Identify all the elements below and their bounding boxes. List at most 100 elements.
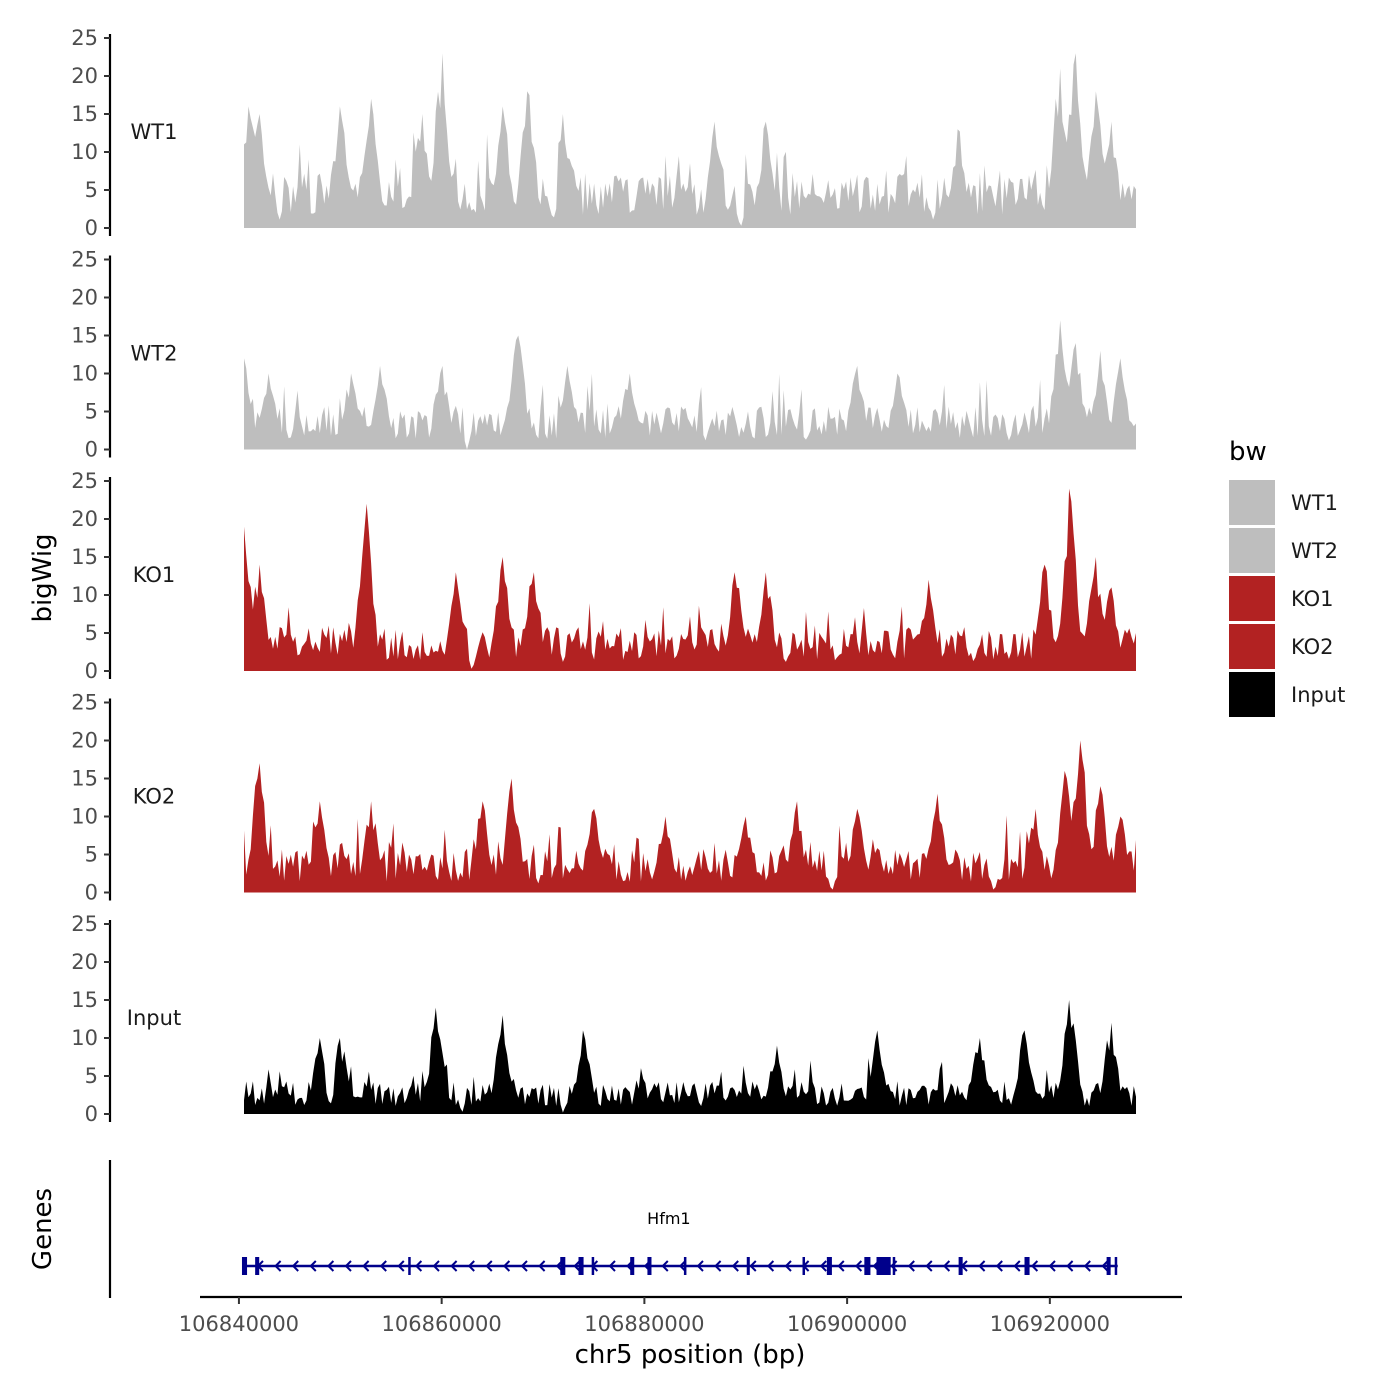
track-label-input: Input	[127, 1006, 181, 1030]
strand-arrow	[608, 1260, 616, 1272]
strand-arrow	[854, 1260, 863, 1272]
gene-exon	[892, 1257, 896, 1275]
legend-key-wt2	[1229, 528, 1275, 573]
y-tick-label: 10	[71, 805, 98, 829]
track-label-wt1: WT1	[131, 120, 178, 144]
x-tick-label: 106920000	[990, 1312, 1110, 1336]
track-ko1: 0 5 10 15 20 25 KO1	[71, 469, 1136, 683]
strand-arrow	[766, 1260, 775, 1272]
strand-arrow	[432, 1260, 440, 1272]
signal-area-input	[244, 1000, 1136, 1114]
y-tick-label: 5	[85, 843, 98, 867]
y-tick-label: 25	[71, 469, 98, 493]
y-tick-label: 5	[85, 178, 98, 202]
x-tick-label: 106900000	[787, 1312, 907, 1336]
y-tick-label: 15	[71, 324, 98, 348]
y-tick-label: 20	[71, 64, 98, 88]
strand-arrow	[731, 1260, 739, 1272]
y-tick-label: 0	[85, 1102, 98, 1126]
gene-exon	[1024, 1257, 1030, 1275]
gene-exon	[864, 1257, 871, 1275]
track-wt1: 0 5 10 15 20 25 WT1	[71, 26, 1136, 240]
y-tick-label: 0	[85, 438, 98, 462]
gene-exon	[1106, 1257, 1111, 1275]
y-tick-label: 20	[71, 950, 98, 974]
gene-exon	[578, 1257, 584, 1275]
y-tick-label: 10	[71, 583, 98, 607]
strand-arrow	[291, 1260, 299, 1272]
strand-arrow	[749, 1260, 757, 1272]
gene-exon	[647, 1257, 652, 1275]
x-axis: 106840000 106860000 106880000 106900000 1069…	[179, 1295, 1182, 1336]
legend-label-ko2: KO2	[1291, 635, 1334, 659]
strand-arrow	[661, 1260, 669, 1272]
gene-exon	[683, 1257, 687, 1275]
strand-arrow	[907, 1260, 915, 1272]
gene-exon	[746, 1257, 750, 1275]
strand-arrow	[573, 1260, 581, 1272]
strand-arrow	[344, 1260, 352, 1272]
gene-exon	[241, 1257, 248, 1275]
gene-exon	[591, 1257, 595, 1275]
gene-exon	[876, 1257, 891, 1275]
track-label-wt2: WT2	[131, 342, 178, 366]
legend-key-ko1	[1229, 576, 1275, 621]
y-tick-label: 20	[71, 286, 98, 310]
y-tick-label: 0	[85, 216, 98, 240]
y-tick-label: 10	[71, 362, 98, 386]
strand-arrow	[995, 1260, 1003, 1272]
legend-label-input: Input	[1291, 683, 1345, 707]
legend-label-wt2: WT2	[1291, 539, 1338, 563]
strand-arrow	[467, 1260, 475, 1272]
track-label-ko2: KO2	[133, 785, 176, 809]
legend-key-input	[1229, 672, 1275, 717]
signal-area-ko2	[244, 740, 1136, 893]
y-tick-label: 25	[71, 26, 98, 50]
y-tick-label: 15	[71, 545, 98, 569]
gene-exon	[1114, 1257, 1118, 1275]
strand-arrow	[414, 1260, 423, 1272]
strand-arrow	[502, 1260, 511, 1272]
strand-arrow	[362, 1260, 370, 1272]
gene-exon	[958, 1257, 963, 1275]
strand-arrow	[520, 1260, 528, 1272]
gene-exon	[408, 1257, 411, 1275]
track-label-ko1: KO1	[133, 563, 176, 587]
gene-exon	[630, 1257, 635, 1275]
strand-arrow	[696, 1260, 704, 1272]
genes-axis-title: Genes	[28, 1188, 58, 1270]
strand-arrow	[819, 1260, 827, 1272]
legend: bw WT1 WT2 KO1 KO2 Input	[1229, 437, 1345, 717]
x-tick-label: 106840000	[179, 1312, 299, 1336]
strand-arrow	[309, 1260, 317, 1272]
legend-key-wt1	[1229, 480, 1275, 525]
signal-area-ko1	[244, 488, 1136, 671]
legend-label-wt1: WT1	[1291, 491, 1338, 515]
strand-arrow	[942, 1260, 951, 1272]
signal-area-wt2	[244, 320, 1136, 450]
signal-area-wt1	[244, 53, 1136, 229]
strand-arrow	[379, 1260, 387, 1272]
strand-arrow	[678, 1260, 687, 1272]
y-tick-label: 25	[71, 691, 98, 715]
strand-arrow	[1013, 1260, 1021, 1272]
y-tick-label: 15	[71, 102, 98, 126]
y-axis-title: bigWig	[28, 533, 58, 622]
legend-key-ko2	[1229, 624, 1275, 669]
y-tick-label: 20	[71, 729, 98, 753]
genes-panel: Hfm1	[108, 1160, 1118, 1298]
strand-arrow	[450, 1260, 458, 1272]
strand-arrow	[978, 1260, 986, 1272]
strand-arrow	[1066, 1260, 1074, 1272]
track-wt2: 0 5 10 15 20 25 WT2	[71, 248, 1136, 462]
y-tick-label: 20	[71, 507, 98, 531]
y-tick-label: 25	[71, 912, 98, 936]
legend-title: bw	[1229, 437, 1267, 467]
y-tick-label: 5	[85, 621, 98, 645]
strand-arrow	[1048, 1260, 1056, 1272]
y-tick-label: 0	[85, 881, 98, 905]
y-tick-label: 10	[71, 1026, 98, 1050]
y-tick-label: 15	[71, 988, 98, 1012]
gene-exon	[560, 1257, 566, 1275]
